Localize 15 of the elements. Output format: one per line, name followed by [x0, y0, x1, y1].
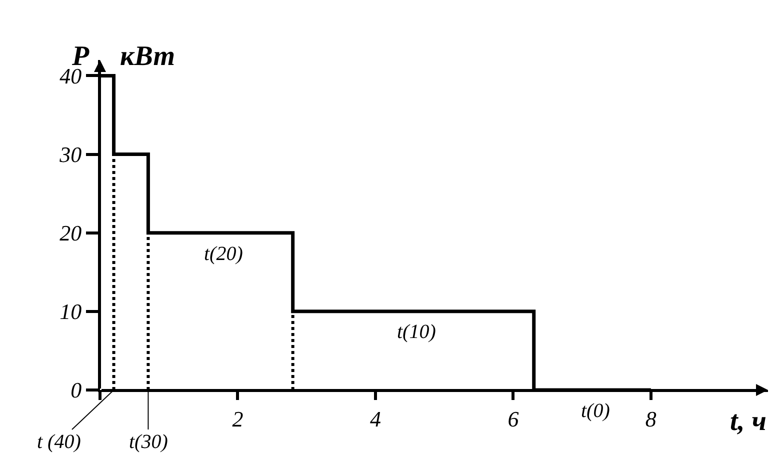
annotation: t (40) — [37, 431, 82, 453]
annotation: t(30) — [129, 431, 168, 453]
x-tick-label: 2 — [232, 406, 244, 432]
y-tick-label: 20 — [60, 220, 82, 246]
annotation: t(0) — [581, 400, 610, 422]
annotation: кВт — [120, 41, 175, 72]
x-tick-label: 6 — [508, 406, 519, 432]
y-tick-label: 10 — [60, 299, 82, 324]
annotation: t(10) — [397, 321, 436, 343]
y-tick-label: 30 — [58, 142, 82, 167]
y-tick-label: 0 — [70, 378, 82, 403]
annotation: t(20) — [204, 243, 244, 265]
x-tick-label: 8 — [645, 406, 656, 432]
x-axis-title: t, ч — [730, 406, 766, 437]
x-tick-label: 4 — [370, 406, 381, 432]
